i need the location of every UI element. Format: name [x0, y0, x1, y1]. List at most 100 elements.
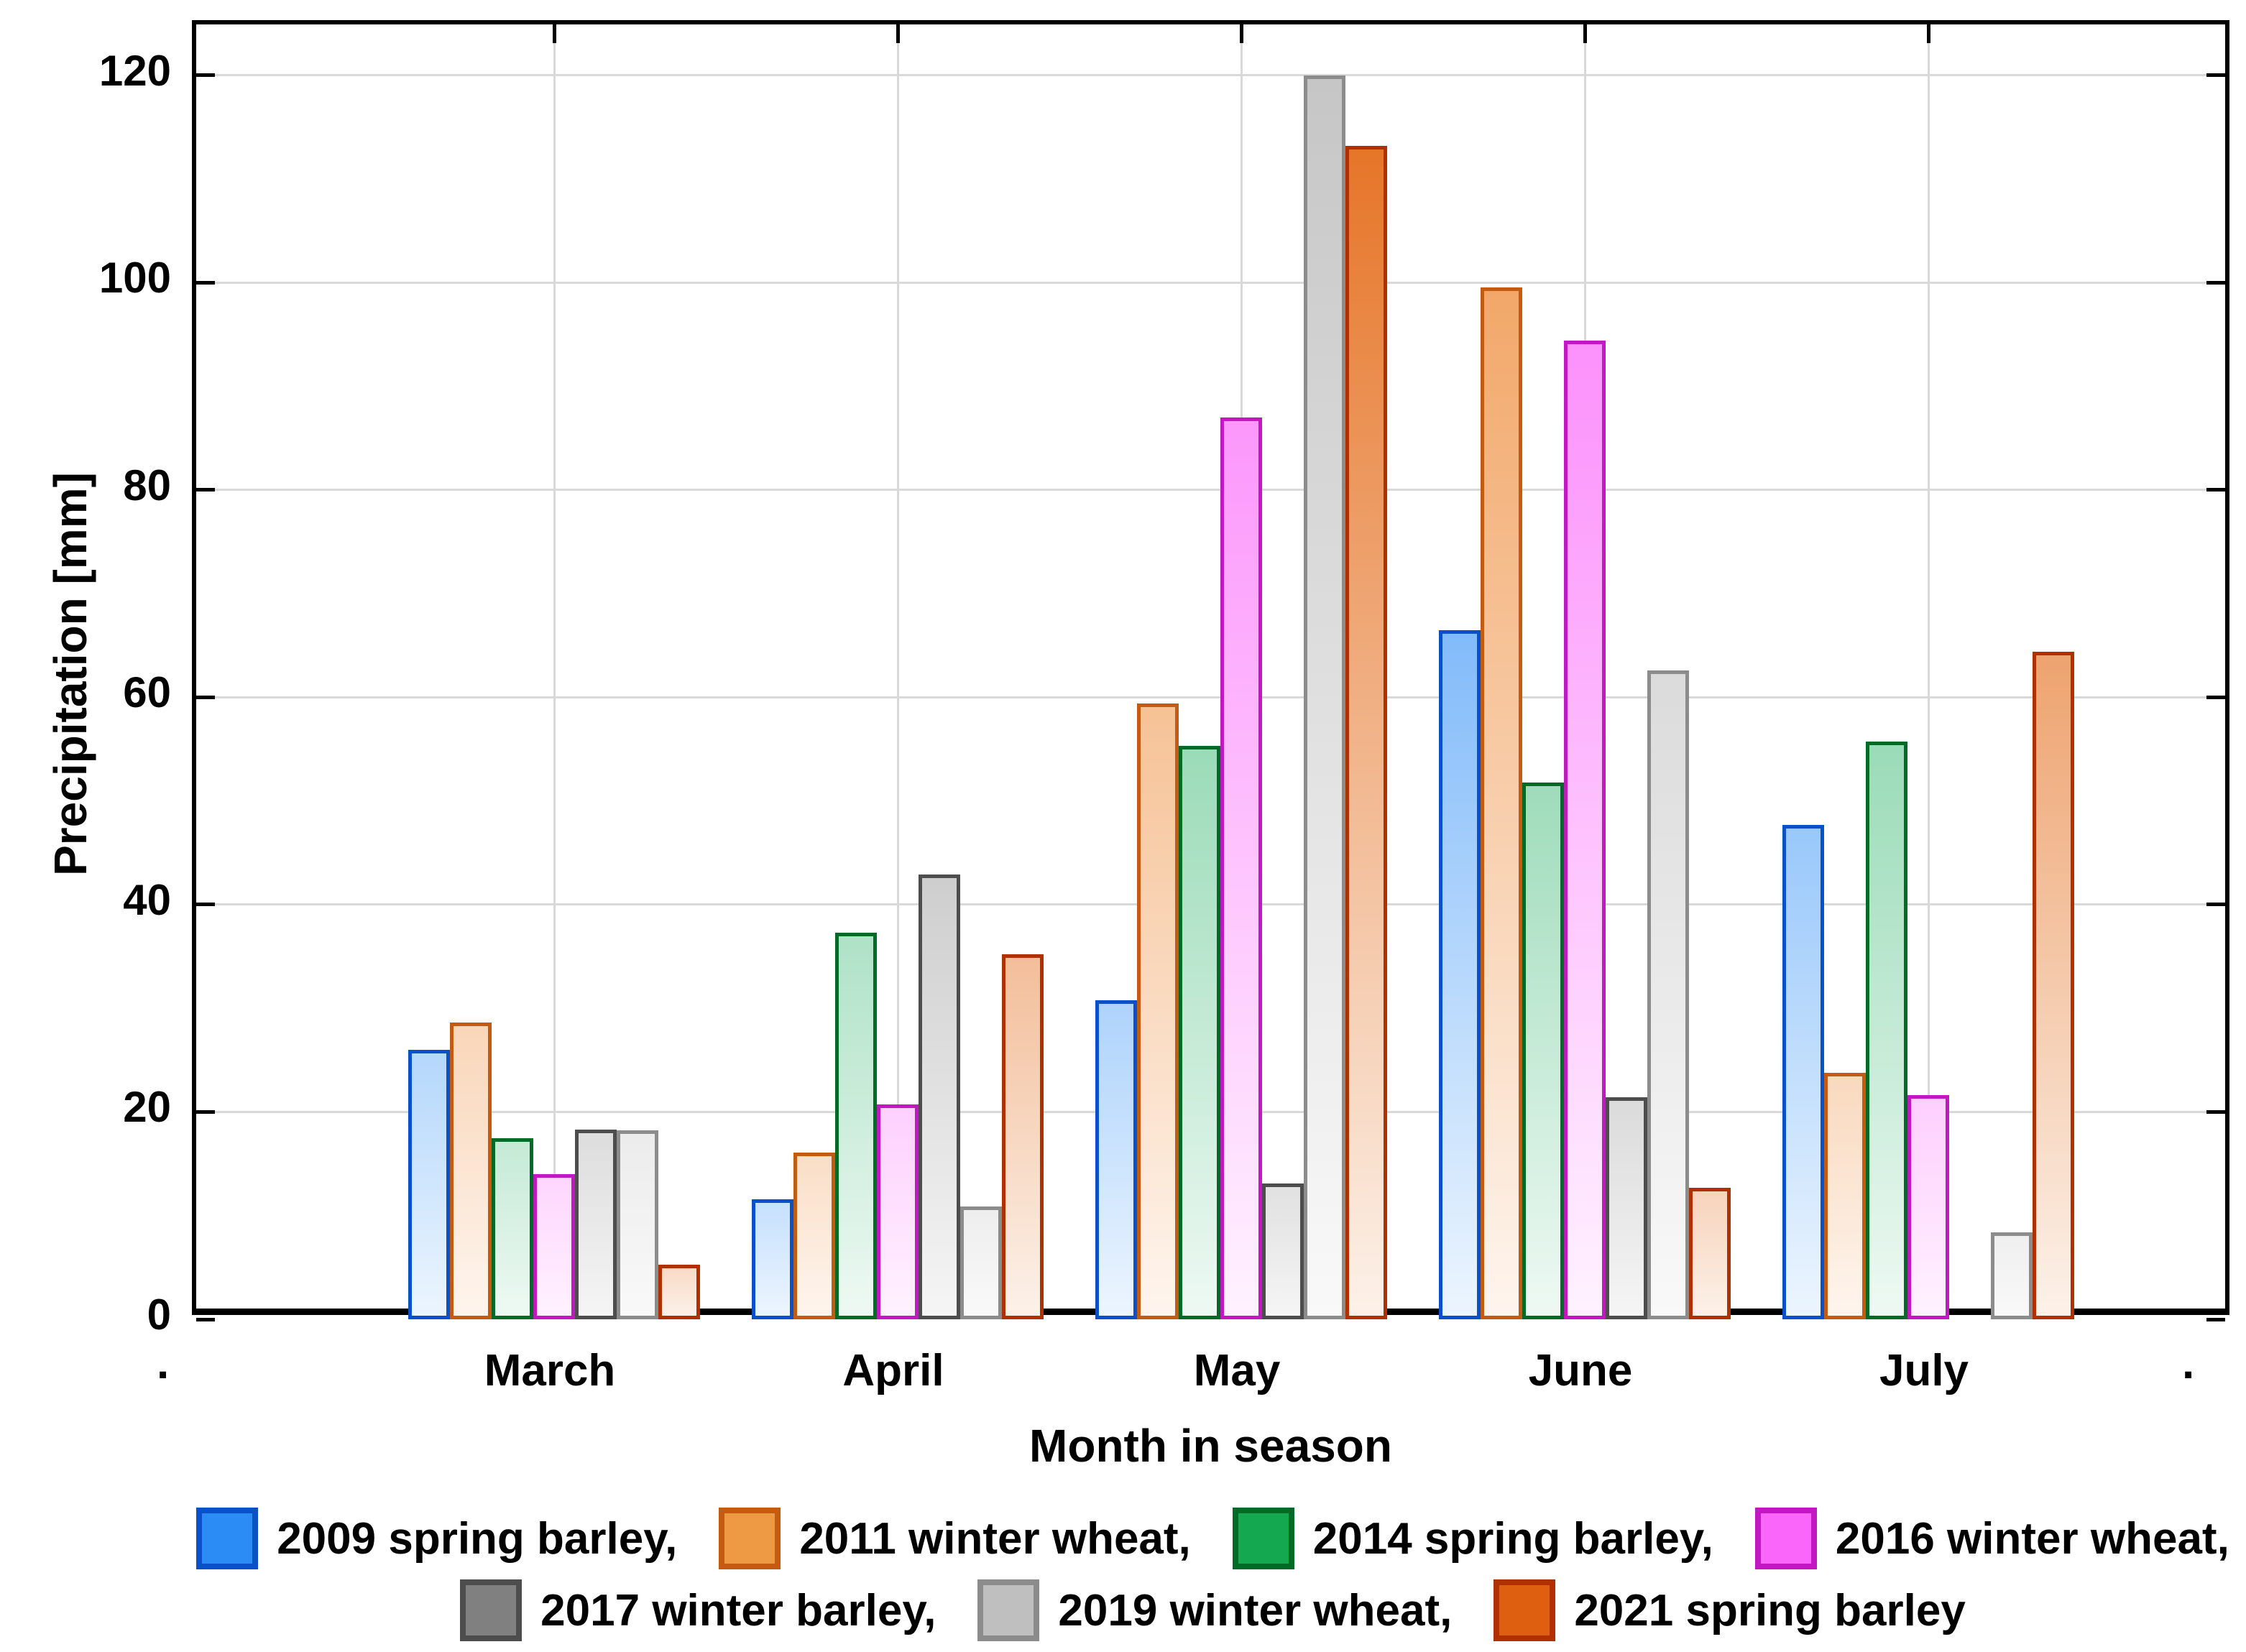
legend-item-2011: 2011 winter wheat,: [719, 1508, 1191, 1569]
bar-march-2009: [408, 1049, 450, 1319]
y-tick-label: 80: [123, 461, 171, 509]
x-tick-mark-top: [896, 24, 900, 43]
y-tick-mark-left: [196, 1317, 215, 1321]
y-tick-mark-right: [2206, 280, 2225, 285]
legend-label: 2009 spring barley,: [277, 1513, 678, 1564]
bar-april-2017: [919, 875, 960, 1319]
bar-may-2014: [1179, 746, 1220, 1319]
h-gridline: [196, 281, 2225, 284]
y-tick-mark-right: [2206, 903, 2225, 907]
legend-swatch-icon: [977, 1579, 1040, 1641]
bar-july-2019: [1991, 1232, 2033, 1319]
legend-label: 2021 spring barley: [1574, 1585, 1966, 1635]
y-tick-label: 0: [147, 1291, 171, 1339]
x-tick-label-april: April: [842, 1346, 944, 1395]
bar-june-2011: [1481, 287, 1522, 1319]
bar-may-2011: [1137, 703, 1179, 1319]
y-tick-mark-left: [196, 73, 215, 78]
bar-may-2019: [1304, 75, 1345, 1319]
x-tick-label-july: July: [1879, 1346, 1969, 1395]
bar-march-2016: [533, 1174, 575, 1319]
x-tick-label-march: March: [484, 1346, 616, 1395]
legend-item-2014: 2014 spring barley,: [1232, 1508, 1713, 1569]
x-tick-label-may: May: [1193, 1346, 1281, 1395]
bar-march-2011: [450, 1023, 492, 1319]
y-tick-mark-left: [196, 280, 215, 285]
bar-june-2019: [1647, 670, 1689, 1319]
legend: 2009 spring barley, 2011 winter wheat, 201…: [180, 1508, 2246, 1641]
bar-april-2014: [835, 932, 877, 1319]
bar-june-2021: [1689, 1187, 1731, 1319]
legend-item-2017: 2017 winter barley,: [460, 1579, 936, 1641]
legend-row: 2017 winter barley, 2019 winter wheat, 202…: [460, 1579, 1966, 1641]
y-tick-label: 20: [123, 1083, 171, 1132]
y-tick-label: 100: [98, 254, 171, 303]
bar-april-2009: [752, 1199, 793, 1319]
legend-item-2019: 2019 winter wheat,: [977, 1579, 1452, 1641]
legend-swatch-icon: [719, 1508, 781, 1569]
legend-label: 2016 winter wheat,: [1835, 1513, 2229, 1564]
v-gridline: [1927, 24, 1930, 1311]
bar-june-2016: [1564, 341, 1606, 1319]
bar-april-2021: [1002, 954, 1044, 1319]
bar-june-2014: [1522, 782, 1564, 1319]
bar-june-2017: [1606, 1097, 1647, 1319]
y-tick-mark-left: [196, 488, 215, 492]
bar-april-2019: [960, 1206, 1002, 1319]
bar-march-2017: [575, 1129, 617, 1319]
bar-may-2021: [1345, 145, 1387, 1319]
v-gridline: [896, 24, 899, 1311]
legend-label: 2011 winter wheat,: [799, 1513, 1191, 1564]
legend-swatch-icon: [1754, 1508, 1817, 1569]
y-tick-mark-right: [2206, 73, 2225, 78]
h-gridline: [196, 489, 2225, 492]
legend-swatch-icon: [460, 1579, 523, 1641]
bar-july-2021: [2033, 651, 2074, 1319]
x-axis-title: Month in season: [1029, 1420, 1392, 1472]
legend-item-2009: 2009 spring barley,: [196, 1508, 677, 1569]
bar-april-2011: [793, 1152, 835, 1319]
bar-march-2021: [658, 1264, 700, 1319]
x-tick-mark-top: [1239, 24, 1243, 43]
bar-july-2014: [1866, 742, 1907, 1319]
edge-category-dot: .: [157, 1339, 170, 1388]
h-gridline: [196, 74, 2225, 77]
y-tick-mark-left: [196, 695, 215, 699]
legend-label: 2019 winter wheat,: [1058, 1585, 1453, 1635]
legend-label: 2017 winter barley,: [540, 1585, 936, 1635]
bar-april-2016: [877, 1104, 919, 1319]
bar-march-2019: [617, 1130, 658, 1319]
bar-may-2009: [1095, 1000, 1137, 1319]
y-tick-mark-left: [196, 903, 215, 907]
y-tick-label: 120: [98, 46, 171, 95]
bar-may-2016: [1220, 417, 1262, 1319]
x-tick-mark-top: [1583, 24, 1587, 43]
bar-july-2009: [1782, 824, 1824, 1319]
x-tick-mark-top: [1926, 24, 1930, 43]
y-tick-label: 40: [123, 875, 171, 924]
h-gridline: [196, 696, 2225, 698]
x-tick-mark-top: [552, 24, 556, 43]
edge-category-dot: .: [2182, 1339, 2195, 1388]
legend-label: 2014 spring barley,: [1312, 1513, 1713, 1564]
bar-march-2014: [492, 1138, 533, 1319]
bar-july-2011: [1824, 1072, 1866, 1319]
legend-swatch-icon: [196, 1508, 259, 1569]
v-gridline: [553, 24, 556, 1311]
bar-july-2016: [1907, 1095, 1949, 1319]
y-tick-label: 60: [123, 668, 171, 717]
y-tick-mark-right: [2206, 1317, 2225, 1321]
y-tick-mark-left: [196, 1109, 215, 1114]
x-tick-label-june: June: [1528, 1346, 1633, 1395]
legend-row: 2009 spring barley, 2011 winter wheat, 201…: [196, 1508, 2229, 1569]
plot-area: [192, 20, 2229, 1321]
bar-may-2017: [1262, 1183, 1304, 1319]
bar-june-2009: [1439, 629, 1481, 1319]
legend-swatch-icon: [1232, 1508, 1294, 1569]
legend-swatch-icon: [1494, 1579, 1556, 1641]
legend-item-2021: 2021 spring barley: [1494, 1579, 1966, 1641]
legend-item-2016: 2016 winter wheat,: [1754, 1508, 2229, 1569]
y-tick-mark-right: [2206, 695, 2225, 699]
y-tick-mark-right: [2206, 488, 2225, 492]
